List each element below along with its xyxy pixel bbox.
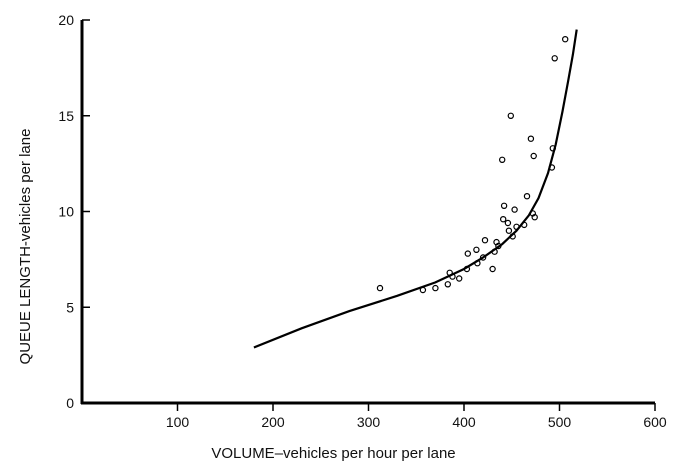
data-point xyxy=(530,152,537,160)
data-point xyxy=(432,284,439,292)
data-point xyxy=(419,286,427,294)
data-point xyxy=(500,202,508,209)
data-point xyxy=(511,206,518,213)
data-point xyxy=(500,215,507,223)
y-tick-label: 0 xyxy=(66,395,74,411)
data-point xyxy=(473,246,480,253)
data-point xyxy=(521,221,528,229)
y-tick-label: 5 xyxy=(66,299,74,315)
data-points-layer xyxy=(376,36,569,294)
data-point xyxy=(548,164,556,171)
data-point xyxy=(474,260,481,267)
data-point xyxy=(509,233,516,240)
data-point xyxy=(549,145,557,152)
data-point xyxy=(449,273,456,280)
data-point xyxy=(562,36,569,43)
data-point xyxy=(489,265,496,273)
data-point xyxy=(495,242,502,250)
data-point xyxy=(504,219,512,227)
x-tick-label: 400 xyxy=(452,414,476,430)
data-point xyxy=(491,248,498,255)
ticks: 100 200 300 400 500 600 0 5 10 15 20 xyxy=(58,12,666,430)
data-point xyxy=(531,213,538,221)
fit-curve-layer xyxy=(253,29,578,349)
data-point xyxy=(507,112,514,120)
x-tick-label: 200 xyxy=(261,414,285,430)
data-point xyxy=(551,55,558,62)
data-point xyxy=(523,192,531,200)
x-axis-title: VOLUME–vehicles per hour per lane xyxy=(211,445,455,462)
y-axis-title: QUEUE LENGTH-vehicles per lane xyxy=(17,129,34,365)
data-point xyxy=(456,275,463,282)
x-tick-label: 300 xyxy=(357,414,381,430)
fit-curve xyxy=(253,29,578,349)
y-tick-label: 20 xyxy=(58,12,74,28)
data-point xyxy=(376,284,384,292)
x-tick-label: 600 xyxy=(643,414,667,430)
data-point xyxy=(505,227,513,234)
x-tick-label: 100 xyxy=(166,414,190,430)
data-point xyxy=(527,135,535,142)
data-point xyxy=(481,236,489,244)
data-point xyxy=(463,265,471,273)
data-point xyxy=(479,254,487,261)
data-point xyxy=(513,223,520,230)
data-point xyxy=(499,156,506,163)
x-tick-label: 500 xyxy=(548,414,572,430)
y-tick-label: 10 xyxy=(58,204,74,220)
data-point xyxy=(444,281,451,288)
y-tick-label: 15 xyxy=(58,108,74,124)
data-point xyxy=(464,250,471,257)
